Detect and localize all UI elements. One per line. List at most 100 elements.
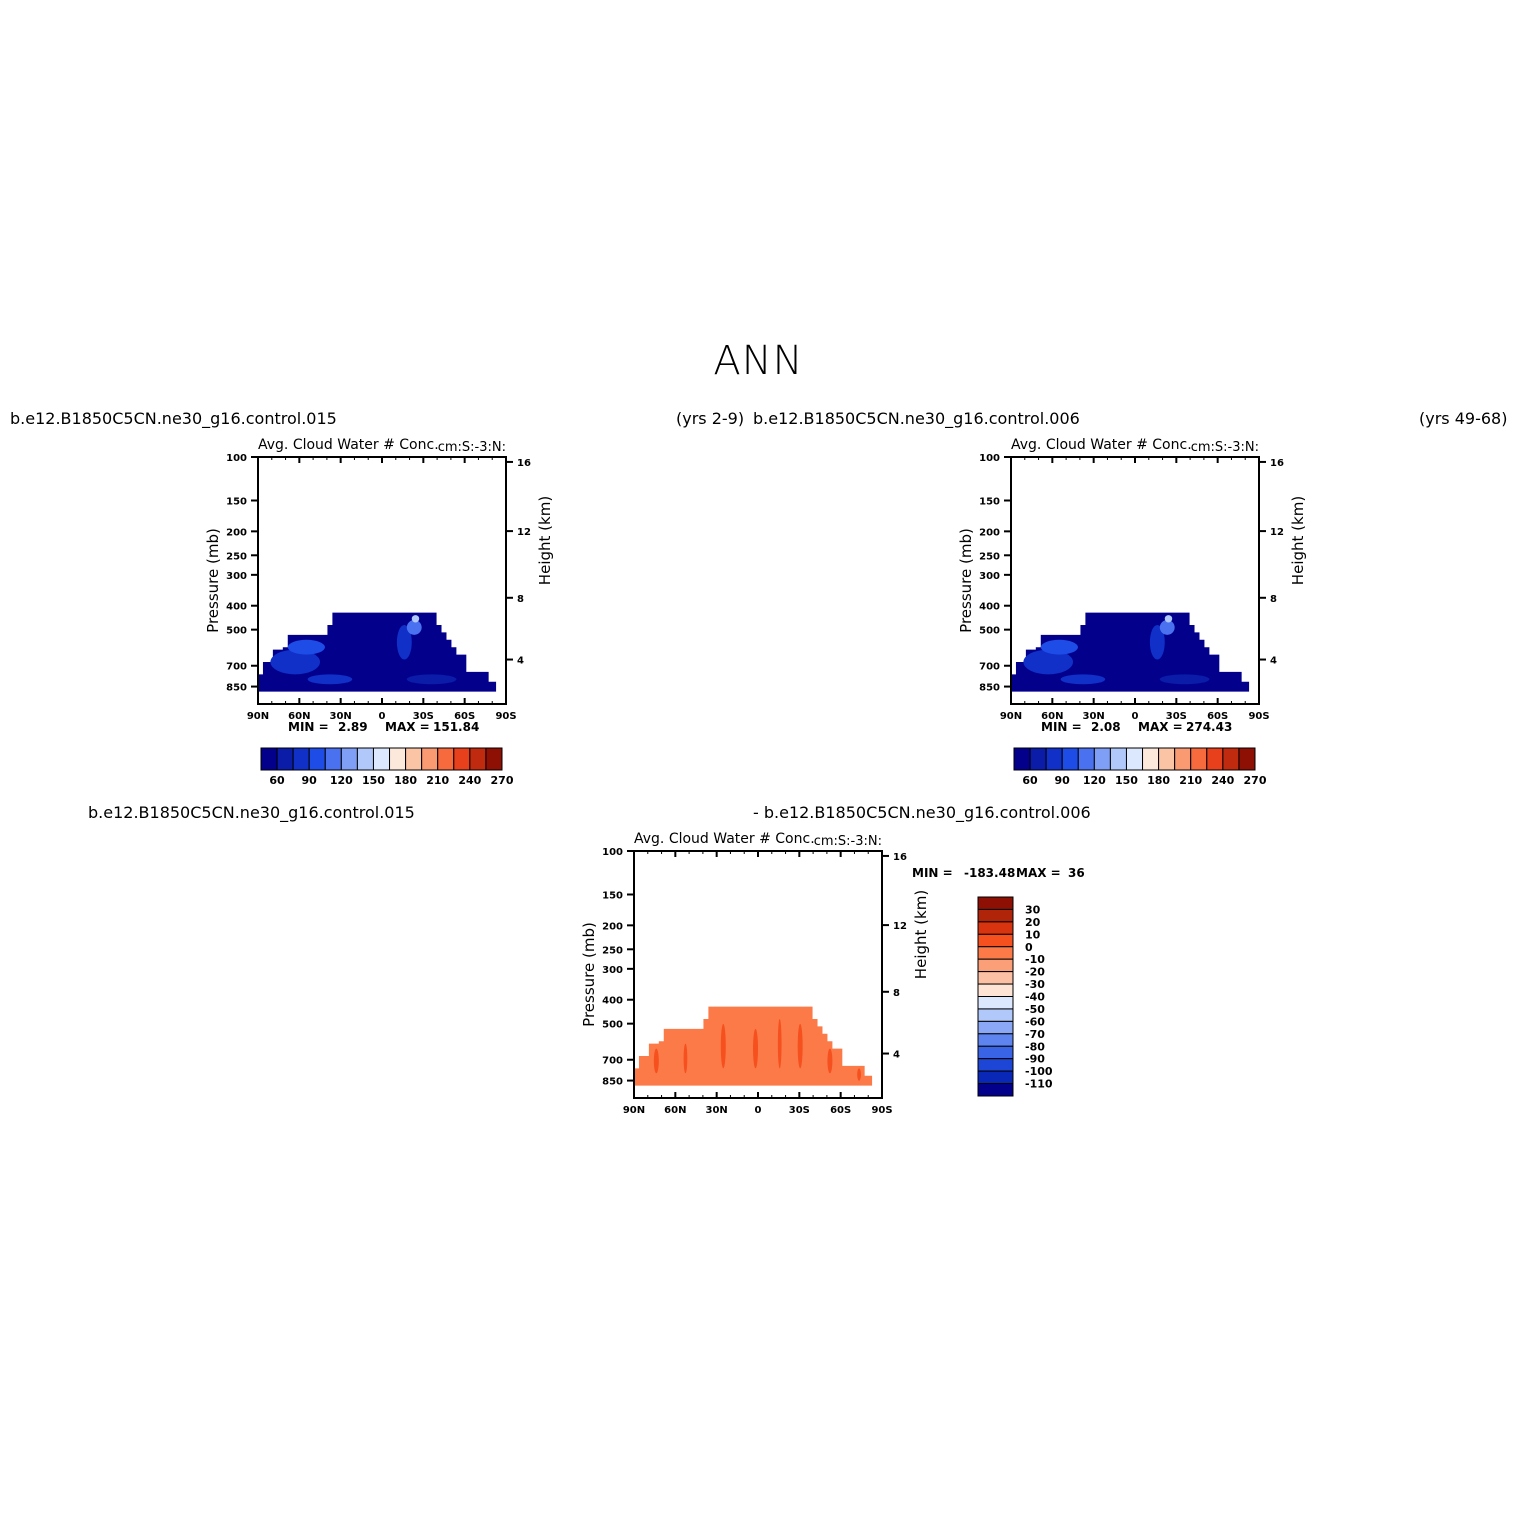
colorbar-swatch [977, 1020, 1014, 1035]
min-value: 2.08 [1091, 720, 1121, 734]
field-contours [1011, 612, 1250, 692]
colorbar-label: 120 [330, 774, 353, 787]
y-tick-label: 250 [979, 551, 1000, 562]
colorbar-swatch [1093, 747, 1111, 771]
y-right-tick-label: 4 [517, 656, 524, 667]
y-right-tick-label: 8 [1270, 594, 1277, 605]
y-right-axis-label: Height (km) [536, 496, 554, 585]
colorbar-label: -40 [1025, 991, 1045, 1004]
y-tick-label: 850 [226, 683, 247, 694]
colorbar-swatch [260, 747, 278, 771]
colorbar-swatch [977, 921, 1014, 935]
y-tick-label: 250 [602, 945, 623, 956]
colorbar-label: -80 [1025, 1040, 1045, 1053]
colorbar-swatch [977, 933, 1014, 948]
colorbar-label: -30 [1025, 978, 1045, 991]
y-tick-label: 300 [602, 965, 623, 976]
field-region [634, 1006, 873, 1086]
colorbar-swatch [421, 747, 439, 771]
colorbar-swatch [1174, 747, 1192, 771]
colorbar-swatch [292, 747, 310, 771]
colorbar-swatch [356, 747, 374, 771]
colorbar-swatch [977, 1033, 1014, 1047]
field-streak [683, 1043, 688, 1074]
x-tick-label: 60N [664, 1105, 686, 1116]
colorbar-label: -70 [1025, 1028, 1045, 1041]
field-patch [1159, 674, 1210, 685]
colorbar-label: 180 [394, 774, 417, 787]
colorbar-swatch [372, 747, 391, 771]
field-patch [396, 624, 412, 660]
x-tick-label: 0 [755, 1105, 762, 1116]
y-tick-label: 500 [602, 1020, 623, 1031]
y-tick-label: 200 [226, 527, 247, 538]
colorbar-swatch [1222, 747, 1240, 771]
field-patch [1040, 639, 1078, 655]
field-patch [411, 615, 420, 623]
max-value: 36.26 [1068, 866, 1086, 880]
y-tick-label: 100 [226, 453, 247, 464]
colorbar-swatch [1061, 747, 1079, 771]
x-tick-label: 30S [413, 711, 434, 722]
max-label: MAX = [385, 720, 430, 734]
colorbar-label: -50 [1025, 1003, 1045, 1016]
panel-1-chart: Avg. Cloud Water # Conc. cm:S:-3:N: 90N 60N… [204, 437, 554, 787]
field-patch [406, 620, 422, 635]
y-right-tick-label: 16 [893, 852, 907, 863]
field-streak [753, 1028, 758, 1069]
colorbar-swatch [1045, 747, 1063, 771]
y-tick-label: 400 [226, 602, 247, 613]
x-tick-label: 90S [1248, 711, 1269, 722]
x-tick-label: 60S [830, 1105, 851, 1116]
colorbar-swatch [1077, 747, 1095, 771]
colorbar-label: -20 [1025, 966, 1045, 979]
x-tick-label: 60N [288, 711, 310, 722]
x-tick-label: 0 [1132, 711, 1139, 722]
y-right-tick-label: 12 [893, 921, 907, 932]
y-tick-label: 100 [602, 847, 623, 858]
x-tick-label: 0 [379, 711, 386, 722]
y-right-tick-label: 4 [893, 1050, 900, 1061]
colorbar-label: 150 [362, 774, 385, 787]
colorbar-swatch [977, 1083, 1014, 1097]
y-axis-label: Pressure (mb) [957, 528, 975, 633]
field-streak [720, 1023, 726, 1069]
colorbar-swatch [308, 747, 326, 771]
colorbar-swatch [1238, 747, 1256, 771]
max-label: MAX = [1138, 720, 1183, 734]
colorbar-label: 90 [302, 774, 318, 787]
colorbar-swatch [977, 896, 1014, 910]
field-contours [258, 612, 497, 692]
colorbar-swatch [389, 747, 407, 771]
y-tick-label: 150 [979, 496, 1000, 507]
max-value: 274.43 [1186, 720, 1232, 734]
field-patch [1060, 674, 1106, 685]
colorbar-label: -110 [1025, 1078, 1053, 1091]
colorbar-swatch [1029, 747, 1047, 771]
field-region [1011, 612, 1250, 692]
colorbar-swatch [340, 747, 358, 771]
colorbar-label: 210 [1179, 774, 1202, 787]
y-right-tick-label: 8 [893, 988, 900, 999]
y-right-axis-label: Height (km) [1289, 496, 1307, 585]
y-tick-label: 200 [602, 921, 623, 932]
y-right-axis-label: Height (km) [912, 890, 930, 979]
colorbar-label: 10 [1025, 928, 1041, 941]
max-value: 151.84 [433, 720, 479, 734]
y-right-tick-label: 12 [517, 527, 531, 538]
colorbar-swatch [977, 1058, 1014, 1072]
colorbar-label: 0 [1025, 941, 1033, 954]
panel-variable-title: Avg. Cloud Water # Conc. [258, 437, 439, 453]
colorbar-swatch [977, 1008, 1014, 1022]
colorbar-label: 270 [491, 774, 514, 787]
field-patch [307, 674, 353, 685]
colorbar-label: -10 [1025, 953, 1045, 966]
y-tick-label: 300 [226, 571, 247, 582]
panel-variable-title: Avg. Cloud Water # Conc. [1011, 437, 1192, 453]
panel-3-chart: Avg. Cloud Water # Conc. cm:S:-3:N: 90N 60N… [580, 831, 1086, 1116]
y-axis-label: Pressure (mb) [204, 528, 222, 633]
x-tick-label: 60N [1041, 711, 1063, 722]
min-label: MIN = [1041, 720, 1082, 734]
field-streak [653, 1048, 659, 1074]
field-streak [827, 1048, 833, 1074]
